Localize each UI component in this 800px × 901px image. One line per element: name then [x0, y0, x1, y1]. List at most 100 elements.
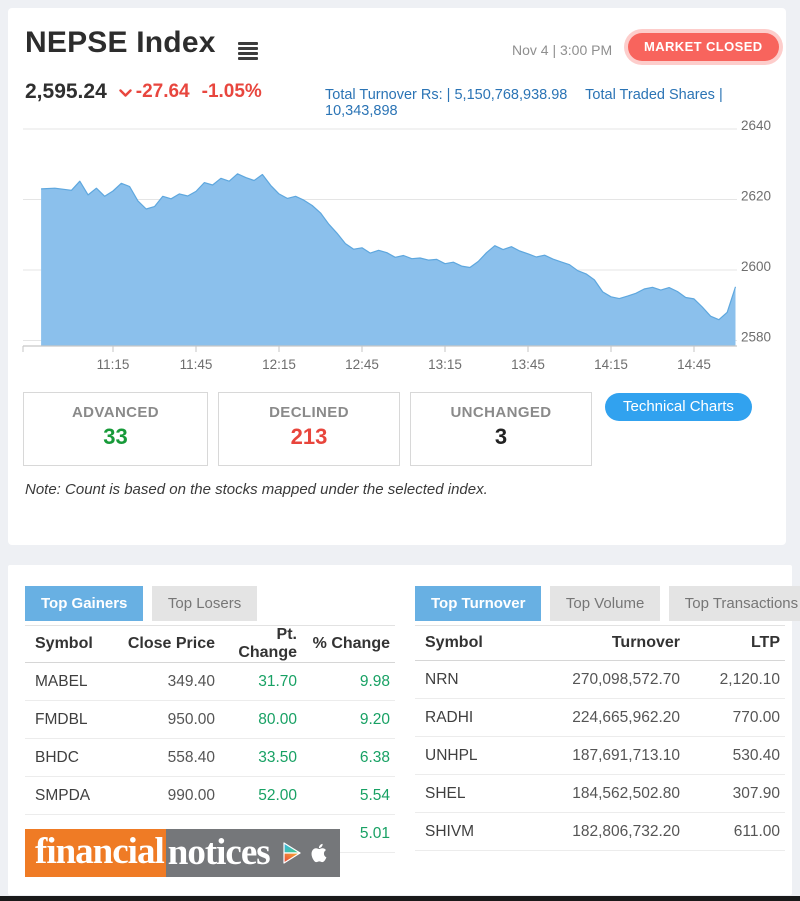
index-note: Note: Count is based on the stocks mappe… [25, 481, 488, 498]
svg-text:2600: 2600 [741, 259, 771, 274]
ltp-cell: 530.40 [685, 736, 785, 775]
page-title: NEPSE Index [25, 26, 216, 59]
ltp-cell: 307.90 [685, 774, 785, 813]
pct-change-cell: 9.98 [302, 662, 395, 701]
close-price-cell: 950.00 [120, 700, 220, 739]
chart-menu-icon[interactable] [238, 42, 258, 61]
declined-box: DECLINED 213 [218, 392, 400, 466]
tab-top-turnover[interactable]: Top Turnover [415, 586, 542, 621]
svg-text:13:45: 13:45 [511, 357, 545, 372]
pt-change-cell: 80.00 [220, 700, 302, 739]
gainers-table: Symbol Close Price Pt. Change % Change M… [25, 625, 395, 853]
total-turnover: Total Turnover Rs: | 5,150,768,938.98 [325, 87, 568, 103]
close-price-cell: 349.40 [120, 662, 220, 701]
financialnotices-watermark: financial notices [25, 829, 340, 877]
svg-text:11:15: 11:15 [97, 357, 130, 372]
table-row: SMPDA 990.00 52.00 5.54 [25, 776, 395, 815]
play-store-icon [283, 842, 301, 864]
table-row: SHIVM 182,806,732.20 611.00 [415, 812, 785, 851]
turnover-cell: 184,562,502.80 [515, 774, 685, 813]
svg-text:2640: 2640 [741, 118, 771, 133]
pct-change-cell: 6.38 [302, 738, 395, 777]
svg-text:12:45: 12:45 [345, 357, 379, 372]
table-row: UNHPL 187,691,713.10 530.40 [415, 736, 785, 775]
index-chart-container: 11:15 11:45 12:15 12:45 13:15 13:45 14:15 14:45… [15, 112, 779, 384]
col-symbol: Symbol [415, 625, 515, 661]
turnover-tabbar: Top Turnover Top Volume Top Transactions [415, 586, 800, 621]
pct-change-cell: 9.20 [302, 700, 395, 739]
advanced-label: ADVANCED [71, 404, 160, 421]
tab-top-losers[interactable]: Top Losers [151, 586, 258, 621]
page-bottom-bar [0, 896, 800, 901]
col-pt-change: Pt. Change [220, 625, 302, 663]
symbol-cell: NRN [415, 660, 515, 699]
index-quote-row: 2,595.24 -27.64 -1.05% [25, 80, 262, 104]
turnover-table: Symbol Turnover LTP NRN 270,098,572.70 2… [415, 625, 785, 851]
index-value: 2,595.24 [25, 80, 107, 103]
symbol-cell: BHDC [25, 738, 120, 777]
svg-text:2580: 2580 [741, 330, 771, 345]
symbol-cell: UNHPL [415, 736, 515, 775]
pt-change-cell: 31.70 [220, 662, 302, 701]
turnover-cell: 187,691,713.10 [515, 736, 685, 775]
chevron-down-icon [119, 85, 132, 103]
gainers-losers-panel: Top Gainers Top Losers Symbol Close Pric… [25, 586, 395, 853]
tab-top-gainers[interactable]: Top Gainers [25, 586, 144, 621]
unchanged-label: UNCHANGED [450, 404, 552, 421]
symbol-cell: MABEL [25, 662, 120, 701]
table-row: RADHI 224,665,962.20 770.00 [415, 698, 785, 737]
market-status-badge: MARKET CLOSED [628, 33, 779, 61]
watermark-financial: financial [25, 829, 166, 877]
pct-change-cell: 5.54 [302, 776, 395, 815]
col-close-price: Close Price [120, 625, 220, 663]
table-row: BHDC 558.40 33.50 6.38 [25, 738, 395, 777]
tab-top-volume[interactable]: Top Volume [549, 586, 661, 621]
col-symbol: Symbol [25, 625, 120, 663]
pt-change-cell: 33.50 [220, 738, 302, 777]
unchanged-count: 3 [494, 424, 508, 449]
pt-change-cell: 52.00 [220, 776, 302, 815]
turnover-cell: 182,806,732.20 [515, 812, 685, 851]
svg-text:11:45: 11:45 [180, 357, 213, 372]
index-area-chart: 11:15 11:45 12:15 12:45 13:15 13:45 14:15 14:45… [22, 118, 771, 372]
col-ltp: LTP [685, 625, 785, 661]
table-row: NRN 270,098,572.70 2,120.10 [415, 660, 785, 699]
table-row: FMDBL 950.00 80.00 9.20 [25, 700, 395, 739]
symbol-cell: SHEL [415, 774, 515, 813]
ltp-cell: 611.00 [685, 812, 785, 851]
svg-text:2620: 2620 [741, 189, 771, 204]
symbol-cell: SMPDA [25, 776, 120, 815]
svg-text:12:15: 12:15 [262, 357, 296, 372]
close-price-cell: 558.40 [120, 738, 220, 777]
col-pct-change: % Change [302, 625, 395, 663]
advanced-box: ADVANCED 33 [23, 392, 208, 466]
tab-top-transactions[interactable]: Top Transactions [668, 586, 800, 621]
market-datetime: Nov 4 | 3:00 PM [512, 42, 613, 58]
turnover-cell: 270,098,572.70 [515, 660, 685, 699]
technical-charts-button[interactable]: Technical Charts [605, 393, 752, 421]
apple-icon [311, 843, 327, 863]
declined-label: DECLINED [269, 404, 349, 421]
market-totals: Total Turnover Rs: | 5,150,768,938.98 To… [325, 87, 786, 119]
gainers-tabbar: Top Gainers Top Losers [25, 586, 395, 621]
col-turnover: Turnover [515, 625, 685, 661]
close-price-cell: 990.00 [120, 776, 220, 815]
table-row: MABEL 349.40 31.70 9.98 [25, 662, 395, 701]
point-change: -27.64 [135, 81, 190, 102]
svg-text:14:15: 14:15 [594, 357, 628, 372]
total-traded-shares: Total Traded Shares | 10,343,898 [325, 87, 723, 119]
ltp-cell: 2,120.10 [685, 660, 785, 699]
turnover-volume-panel: Top Turnover Top Volume Top Transactions… [415, 586, 800, 851]
ltp-cell: 770.00 [685, 698, 785, 737]
percent-change: -1.05% [201, 81, 262, 102]
advanced-count: 33 [103, 424, 128, 449]
table-row: SHEL 184,562,502.80 307.90 [415, 774, 785, 813]
declined-count: 213 [290, 424, 328, 449]
unchanged-box: UNCHANGED 3 [410, 392, 592, 466]
svg-text:13:15: 13:15 [428, 357, 462, 372]
symbol-cell: RADHI [415, 698, 515, 737]
turnover-cell: 224,665,962.20 [515, 698, 685, 737]
table-header-row: Symbol Close Price Pt. Change % Change [25, 625, 395, 663]
table-header-row: Symbol Turnover LTP [415, 625, 785, 661]
symbol-cell: SHIVM [415, 812, 515, 851]
